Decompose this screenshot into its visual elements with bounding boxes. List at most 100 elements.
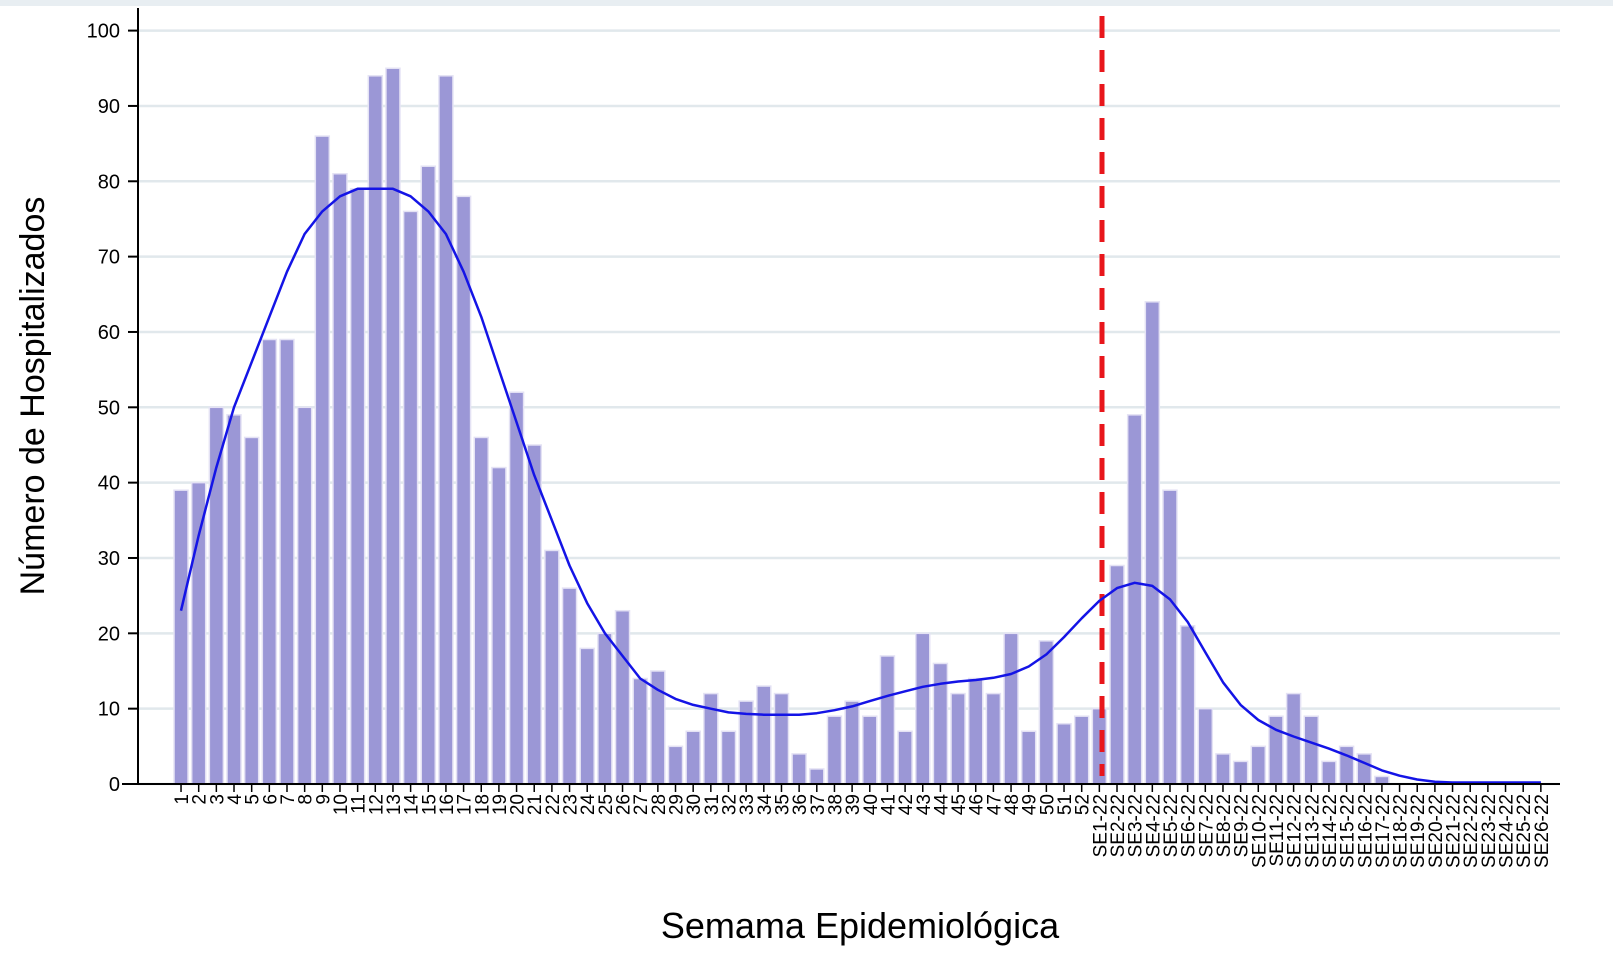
- bar: [685, 730, 701, 785]
- x-tick-label: SE25-22: [1514, 794, 1535, 868]
- bar: [385, 67, 401, 785]
- bar: [332, 172, 348, 785]
- bar: [349, 188, 366, 785]
- bar: [773, 692, 790, 785]
- x-tick-label: 4: [225, 794, 246, 805]
- x-tick-label: SE9-22: [1232, 794, 1253, 857]
- bar: [438, 75, 454, 785]
- x-tick-label: 25: [596, 794, 617, 815]
- bar: [720, 730, 737, 785]
- x-tick-label: SE14-22: [1320, 794, 1341, 868]
- x-tick-label: 10: [331, 794, 352, 815]
- x-tick-label: 41: [878, 794, 899, 815]
- y-tick-label: 10: [98, 699, 120, 721]
- bar: [402, 210, 419, 785]
- bar: [1020, 730, 1037, 785]
- x-tick-label: 38: [825, 794, 846, 815]
- x-tick-label: SE5-22: [1161, 794, 1182, 857]
- x-tick-label: SE18-22: [1391, 794, 1412, 868]
- x-tick-label: 33: [737, 794, 758, 815]
- x-tick-label: SE20-22: [1426, 794, 1447, 868]
- x-tick-label: 48: [1002, 794, 1023, 815]
- y-tick-label: 60: [98, 322, 120, 344]
- bar: [1038, 640, 1055, 785]
- x-tick-label: 20: [508, 794, 529, 815]
- y-tick-label: 40: [98, 473, 120, 495]
- x-tick-label: 42: [896, 794, 917, 815]
- bar: [809, 768, 825, 785]
- x-tick-label: 34: [755, 794, 776, 816]
- bar: [561, 587, 578, 785]
- x-tick-label: 29: [667, 794, 688, 815]
- bar: [261, 338, 278, 785]
- bar: [1321, 760, 1337, 785]
- bar: [1303, 715, 1320, 785]
- x-tick-label: 28: [649, 794, 670, 815]
- bar: [932, 662, 949, 785]
- bar: [597, 632, 613, 785]
- bar: [544, 549, 560, 785]
- bar: [173, 489, 189, 785]
- x-tick-label: SE7-22: [1196, 794, 1217, 857]
- bar: [1338, 745, 1355, 785]
- bar: [1374, 775, 1390, 785]
- x-tick-label: 3: [207, 794, 228, 805]
- x-tick-label: 21: [525, 794, 546, 815]
- y-tick-label: 50: [98, 397, 120, 419]
- y-tick-label: 70: [98, 247, 120, 269]
- x-tick-label: SE12-22: [1285, 794, 1306, 868]
- x-tick-label: 13: [384, 794, 405, 815]
- x-tick-label: 22: [543, 794, 564, 815]
- y-tick-label: 0: [109, 774, 120, 796]
- bar: [862, 715, 878, 785]
- x-tick-label: 46: [967, 794, 988, 815]
- x-tick-label: SE21-22: [1444, 794, 1465, 868]
- bar: [367, 75, 384, 785]
- bar: [667, 745, 684, 785]
- x-tick-label: SE3-22: [1126, 794, 1147, 857]
- x-tick-label: 26: [614, 794, 635, 815]
- bar: [508, 391, 525, 785]
- x-tick-label: 43: [914, 794, 935, 815]
- bar: [1356, 753, 1372, 785]
- x-tick-label: SE19-22: [1408, 794, 1429, 868]
- bar: [491, 466, 507, 785]
- bar: [826, 715, 843, 785]
- x-tick-label: 40: [861, 794, 882, 815]
- x-tick-label: SE2-22: [1108, 794, 1129, 857]
- y-tick-label: 20: [98, 623, 120, 645]
- x-tick-label: SE26-22: [1532, 794, 1553, 868]
- x-tick-label: SE22-22: [1461, 794, 1482, 868]
- x-tick-label: 37: [808, 794, 829, 815]
- y-tick-label: 100: [87, 21, 120, 43]
- bar: [967, 677, 984, 785]
- bar: [279, 338, 295, 785]
- x-tick-label: 31: [702, 794, 723, 815]
- bar: [915, 632, 931, 785]
- bar: [844, 700, 860, 785]
- bar: [190, 481, 207, 785]
- bars: [173, 67, 1390, 785]
- bar: [473, 436, 489, 785]
- x-tick-label: 6: [260, 794, 281, 805]
- bar: [879, 655, 896, 785]
- trend-line: [179, 187, 1541, 784]
- bar: [579, 647, 595, 785]
- bar: [614, 609, 631, 785]
- x-tick-label: SE13-22: [1302, 794, 1323, 868]
- bar: [791, 753, 807, 785]
- x-tick-label: 16: [437, 794, 458, 815]
- x-tick-label: 44: [931, 794, 952, 816]
- x-tick-label: 14: [402, 794, 423, 816]
- x-tick-label: 51: [1055, 794, 1076, 815]
- bar: [756, 685, 772, 785]
- bar: [1232, 760, 1249, 785]
- bar: [632, 677, 648, 785]
- x-tick-label: 18: [472, 794, 493, 815]
- x-tick-label: 24: [578, 794, 599, 816]
- x-tick-label: 50: [1037, 794, 1058, 815]
- bar: [985, 692, 1002, 785]
- x-tick-label: 32: [719, 794, 740, 815]
